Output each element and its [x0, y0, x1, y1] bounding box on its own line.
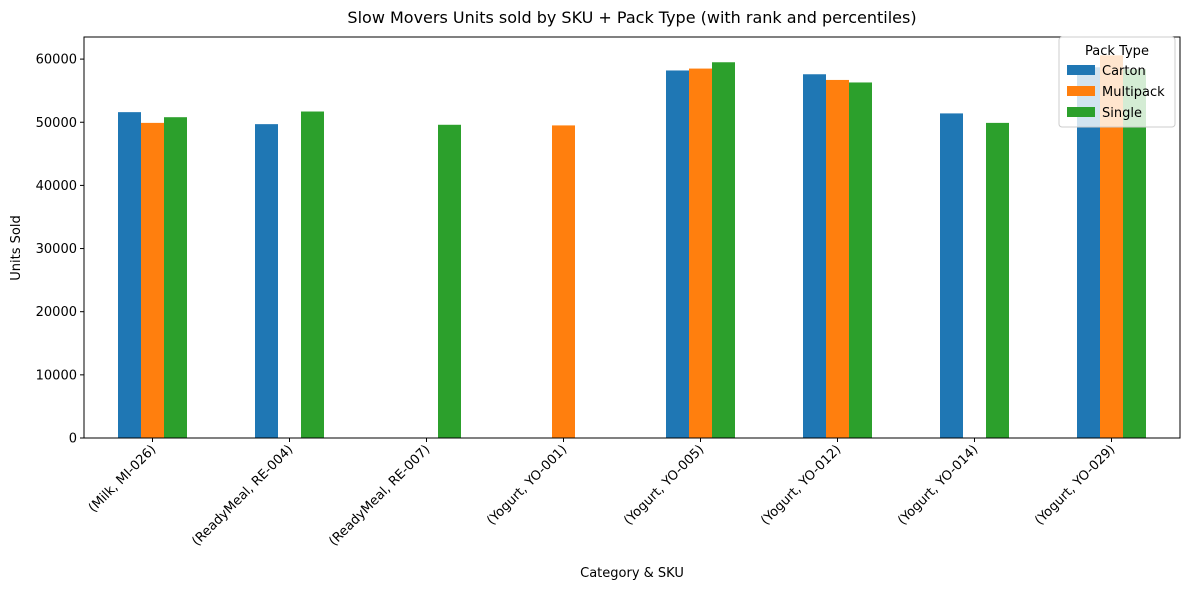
bar — [1123, 69, 1146, 438]
bar — [689, 68, 712, 439]
plot-frame — [83, 36, 1181, 439]
bar — [255, 124, 278, 438]
legend-swatch-single — [1067, 107, 1095, 117]
plot-area: 0 10000 20000 30000 40000 50000 60000 (Milk, MI… — [36, 36, 1181, 549]
chart-title: Slow Movers Units sold by SKU + Pack Typ… — [347, 8, 916, 27]
y-tick-label: 50000 — [36, 116, 77, 131]
bar — [826, 79, 849, 438]
legend-swatch-carton — [1067, 65, 1095, 75]
y-axis-label: Units Sold — [9, 215, 24, 280]
x-tick-label: (Yogurt, YO-005) — [621, 442, 707, 528]
bar — [118, 112, 141, 438]
x-tick-label: (Milk, MI-026) — [86, 442, 159, 515]
y-tick-label: 20000 — [36, 305, 77, 320]
bar — [666, 70, 689, 438]
y-tick-label: 0 — [69, 432, 77, 447]
y-tick-label: 60000 — [36, 53, 77, 68]
legend-label-carton: Carton — [1102, 64, 1146, 79]
bar — [849, 82, 872, 439]
bar — [141, 122, 164, 439]
bar — [438, 124, 461, 438]
bar — [164, 117, 187, 438]
series-carton — [118, 67, 1100, 439]
x-tick-label: (Yogurt, YO-029) — [1032, 442, 1118, 528]
series-multipack — [141, 55, 1123, 439]
bar — [940, 113, 963, 439]
bar — [803, 74, 826, 438]
bar — [1100, 55, 1123, 438]
legend: Pack Type Carton Multipack Single — [1058, 36, 1176, 128]
x-tick-label: (Yogurt, YO-012) — [758, 442, 844, 528]
legend-box — [1058, 36, 1176, 128]
x-tick-label: (ReadyMeal, RE-004) — [189, 442, 296, 549]
bar — [986, 122, 1009, 439]
legend-title: Pack Type — [1085, 44, 1149, 59]
x-tick-label: (Yogurt, YO-001) — [484, 442, 570, 528]
x-tick-label: (Yogurt, YO-014) — [895, 442, 981, 528]
bar — [301, 111, 324, 438]
series-single — [164, 62, 1146, 439]
bar — [552, 125, 575, 438]
y-tick-label: 10000 — [36, 368, 77, 383]
x-tick-label: (ReadyMeal, RE-007) — [326, 442, 433, 549]
legend-label-single: Single — [1102, 106, 1142, 121]
bar — [1077, 67, 1100, 438]
y-tick-label: 40000 — [36, 179, 77, 194]
x-axis-label: Category & SKU — [580, 566, 684, 581]
legend-label-multipack: Multipack — [1102, 85, 1165, 100]
legend-swatch-multipack — [1067, 86, 1095, 96]
y-tick-label: 30000 — [36, 242, 77, 257]
bar — [712, 62, 735, 439]
